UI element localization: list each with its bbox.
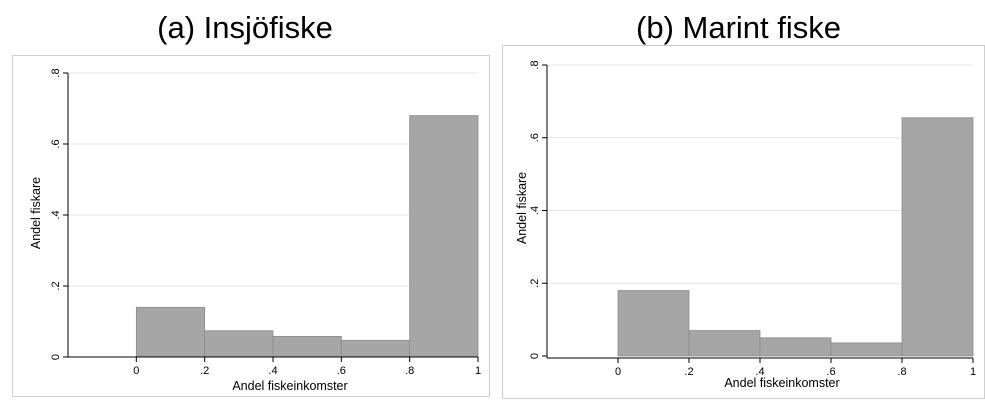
x-tick-label-a-0: 0 <box>133 365 139 377</box>
y-tick-label-b-3: .6 <box>529 133 541 142</box>
chart-panel-b: (b) Marint fiske Andel fiskeinkomster An… <box>492 0 985 403</box>
histogram-bar-b-1 <box>617 290 690 357</box>
x-tick-label-a-1: .2 <box>200 365 209 377</box>
y-tick-label-b-0: 0 <box>529 353 541 359</box>
y-tick-label-a-1: .2 <box>50 281 62 290</box>
histogram-bar-a-3 <box>272 336 342 358</box>
x-tick-label-b-1: .2 <box>684 366 693 378</box>
x-tick-label-b-0: 0 <box>615 366 621 378</box>
y-tick-label-a-0: 0 <box>50 354 62 360</box>
x-axis-title-b: Andel fiskeinkomster <box>724 376 839 390</box>
histogram-bar-a-1 <box>135 306 206 358</box>
chart-title-b: (b) Marint fiske <box>636 10 841 45</box>
y-tick-label-a-2: .4 <box>50 210 62 219</box>
chart-title-a: (a) Insjöfiske <box>157 10 333 45</box>
histogram-bar-b-4 <box>830 342 903 357</box>
y-tick-label-a-4: .8 <box>50 68 62 77</box>
x-tick-label-b-2: .4 <box>755 366 764 378</box>
x-axis-title-a: Andel fiskeinkomster <box>232 379 347 393</box>
x-tick-label-a-5: 1 <box>475 365 481 377</box>
y-axis-title-a: Andel fiskare <box>29 177 43 249</box>
x-tick-label-b-5: 1 <box>970 366 976 378</box>
x-tick-label-b-3: .6 <box>826 366 835 378</box>
histogram-bar-a-2 <box>204 330 274 358</box>
y-tick-label-a-3: .6 <box>50 139 62 148</box>
histogram-bar-b-5 <box>901 117 974 357</box>
chart-panel-a: (a) Insjöfiske Andel fiskeinkomster Ande… <box>0 0 490 403</box>
x-tick-label-a-2: .4 <box>268 365 277 377</box>
histogram-b: Andel fiskeinkomster Andel fiskare 0 .2 .4… <box>515 60 976 390</box>
y-tick-label-b-2: .4 <box>529 206 541 215</box>
x-tick-label-a-4: .8 <box>405 365 414 377</box>
x-tick-label-b-4: .8 <box>897 366 906 378</box>
histogram-bar-a-4 <box>340 339 411 358</box>
y-tick-label-b-1: .2 <box>529 279 541 288</box>
histogram-bar-b-2 <box>688 330 761 357</box>
histogram-a: Andel fiskeinkomster Andel fiskare 0 .2 .4… <box>29 68 481 393</box>
histogram-bar-a-5 <box>409 115 479 358</box>
x-tick-label-a-3: .6 <box>337 365 346 377</box>
histogram-bar-b-3 <box>759 337 832 357</box>
y-axis-title-b: Andel fiskare <box>515 172 529 244</box>
y-tick-label-b-4: .8 <box>529 60 541 69</box>
